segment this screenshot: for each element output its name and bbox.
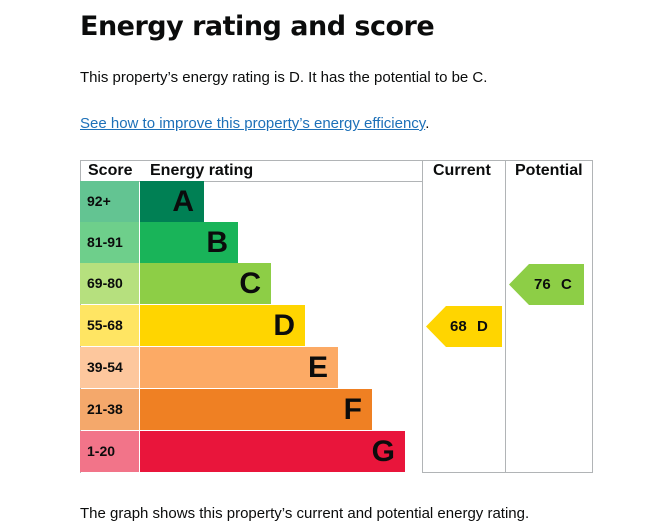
improve-efficiency-link[interactable]: See how to improve this property’s energ…: [80, 115, 426, 132]
band-bar-c: C: [140, 263, 271, 304]
header-potential: Potential: [515, 162, 583, 179]
improve-link-row: See how to improve this property’s energ…: [80, 114, 429, 134]
band-letter-e: E: [307, 351, 328, 384]
score-range-c: 69-80: [80, 263, 139, 304]
score-range-b: 81-91: [80, 222, 139, 263]
score-range-a: 92+: [80, 181, 139, 222]
band-letter-c: C: [239, 267, 261, 300]
band-letter-d: D: [273, 309, 295, 342]
band-letter-g: G: [371, 435, 395, 468]
band-letter-b: B: [206, 226, 228, 259]
band-bar-g: G: [140, 431, 405, 472]
current-marker-arrow: [426, 306, 502, 347]
score-range-f: 21-38: [80, 389, 139, 430]
header-energy-rating: Energy rating: [150, 162, 254, 179]
score-range-d: 55-68: [80, 305, 139, 346]
current-score: 68: [450, 318, 467, 335]
header-current: Current: [433, 162, 491, 179]
score-range-g: 1-20: [80, 431, 139, 472]
chart-right-border: [592, 160, 593, 473]
rating-summary: This property’s energy rating is D. It h…: [80, 69, 488, 86]
chart-top-border: [80, 160, 593, 161]
band-bar-e: E: [140, 347, 338, 388]
band-bar-b: B: [140, 222, 238, 263]
potential-marker-arrow: [509, 264, 584, 305]
band-bar-d: D: [140, 305, 305, 346]
potential-score: 76: [534, 276, 551, 293]
chart-bottom-border: [422, 472, 593, 473]
link-suffix: .: [425, 115, 430, 132]
potential-rating-marker: 76 C: [509, 264, 584, 305]
current-letter: D: [477, 318, 488, 335]
header-score: Score: [88, 162, 133, 179]
chart-caption: The graph shows this property’s current …: [80, 505, 530, 522]
score-range-e: 39-54: [80, 347, 139, 388]
potential-letter: C: [561, 276, 572, 293]
energy-rating-chart: Score Energy rating Current Potential 92…: [80, 160, 593, 473]
page-title: Energy rating and score: [80, 11, 435, 42]
band-letter-a: A: [172, 185, 194, 218]
potential-column-divider: [505, 160, 506, 473]
current-rating-marker: 68 D: [426, 306, 502, 347]
current-column-divider: [422, 160, 423, 473]
band-letter-f: F: [343, 393, 362, 426]
band-bar-a: A: [140, 181, 204, 222]
header-underline-rating: [140, 181, 422, 182]
band-bar-f: F: [140, 389, 372, 430]
